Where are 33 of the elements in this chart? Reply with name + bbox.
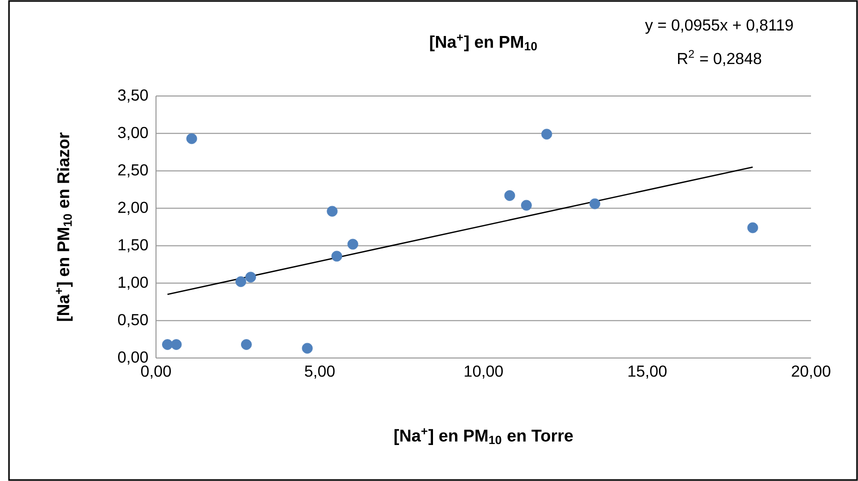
- text: y = 0,0955x + 0,8119: [645, 19, 793, 34]
- point: [235, 276, 246, 288]
- x-tick-label: 20,00: [792, 366, 830, 379]
- chart-title: [Na$^{+}$] en PM$_{10}$: [430, 34, 537, 52]
- point: [302, 342, 313, 354]
- point: [541, 128, 552, 140]
- point: [747, 222, 758, 234]
- point: [347, 238, 358, 250]
- point: [162, 339, 173, 350]
- x-tick-label: 10,00: [464, 366, 503, 379]
- x-tick-label: 0,00: [141, 366, 171, 379]
- point: [589, 198, 600, 210]
- y-tick-label: 2,50: [118, 164, 148, 178]
- point: [170, 339, 182, 350]
- x-tick-label: 15,00: [628, 366, 667, 379]
- y-tick-label: 1,50: [118, 239, 148, 252]
- y-tick-label: 0,50: [118, 314, 148, 328]
- point: [504, 190, 516, 201]
- y-tick-label: 0,00: [118, 351, 148, 365]
- point: [326, 206, 338, 217]
- x-axis-title: [Na$^{+}$] en PM$_{10}$ en Torre: [394, 428, 573, 445]
- x-tick-label: 5,00: [304, 366, 335, 379]
- y-tick-label: 3,50: [118, 89, 148, 103]
- y-axis-title: [Na$^{+}$] en PM$_{10}$ en Riazor: [56, 132, 73, 321]
- text: R$^{2}$ = 0,2848: [678, 50, 762, 66]
- point: [186, 133, 198, 144]
- y-tick-label: 1,00: [118, 276, 148, 290]
- point: [331, 250, 342, 262]
- y-tick-label: 2,00: [118, 202, 148, 215]
- point: [240, 339, 252, 350]
- point: [521, 200, 532, 211]
- point: [245, 272, 256, 283]
- y-tick-label: 3,00: [118, 126, 148, 140]
